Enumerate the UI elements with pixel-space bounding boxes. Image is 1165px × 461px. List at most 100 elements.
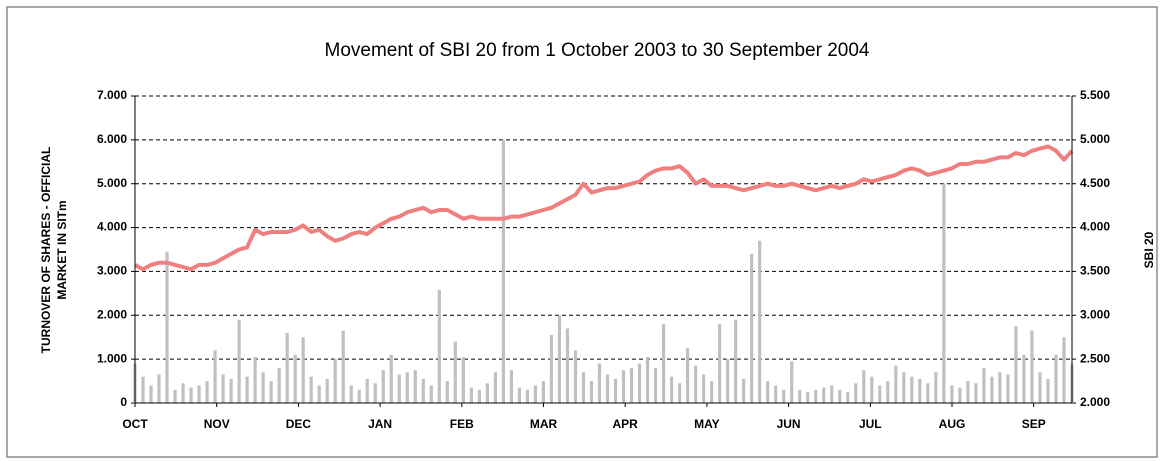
bar xyxy=(453,341,457,403)
bar xyxy=(637,363,642,403)
bar xyxy=(461,356,465,403)
bar xyxy=(253,356,257,403)
bar xyxy=(702,374,706,403)
bar xyxy=(357,389,361,403)
x-tick-label: JUL xyxy=(859,417,882,431)
bar xyxy=(998,372,1002,403)
bar xyxy=(533,385,538,403)
bar xyxy=(774,385,778,403)
x-tick-label: MAR xyxy=(530,417,558,431)
bar xyxy=(173,389,177,403)
bar xyxy=(950,385,954,403)
bar xyxy=(341,330,345,403)
bar xyxy=(205,381,209,403)
bar xyxy=(493,372,497,403)
bar xyxy=(806,392,810,403)
bar xyxy=(669,376,674,403)
x-tick-label: JUN xyxy=(777,417,801,431)
bar xyxy=(517,387,522,403)
bar xyxy=(742,378,746,403)
bar xyxy=(910,376,914,403)
bar xyxy=(870,376,874,403)
bar xyxy=(485,383,489,403)
bar xyxy=(613,378,618,403)
y2-tick-label: 2.500 xyxy=(1080,351,1110,365)
y2-tick-label: 2.000 xyxy=(1080,395,1110,409)
bar xyxy=(381,370,385,403)
bar xyxy=(309,376,313,403)
bar xyxy=(149,385,153,403)
bar xyxy=(710,381,714,403)
bar xyxy=(693,365,698,403)
bar xyxy=(1046,378,1050,403)
bar xyxy=(718,324,722,403)
bar xyxy=(445,381,449,403)
bar xyxy=(349,385,353,403)
bar xyxy=(277,367,281,403)
bar xyxy=(934,372,938,403)
bar xyxy=(846,392,850,403)
bar xyxy=(750,253,754,403)
bar xyxy=(1054,354,1058,403)
x-tick-label: APR xyxy=(613,417,639,431)
bar xyxy=(798,389,802,403)
y2-tick-label: 4.500 xyxy=(1080,176,1110,190)
bar xyxy=(982,367,986,403)
x-tick-label: JAN xyxy=(368,417,392,431)
bar xyxy=(653,367,658,403)
bar xyxy=(557,315,562,403)
bar xyxy=(293,354,297,403)
bar xyxy=(862,370,866,403)
bar xyxy=(469,387,473,403)
y-axis-label: TURNOVER OF SHARES - OFFICIAL xyxy=(39,147,53,354)
bar xyxy=(245,376,249,403)
bar xyxy=(645,356,650,403)
bar xyxy=(573,350,578,403)
bar xyxy=(141,376,145,403)
bar xyxy=(822,387,826,403)
bar xyxy=(886,381,890,403)
bar xyxy=(189,387,193,403)
chart-title: Movement of SBI 20 from 1 October 2003 t… xyxy=(325,40,870,61)
y-tick-label: 1.000 xyxy=(97,351,127,365)
bar xyxy=(1038,372,1042,403)
y2-tick-label: 3.000 xyxy=(1080,307,1110,321)
bar xyxy=(629,367,634,403)
bar xyxy=(758,240,762,403)
bar xyxy=(1014,326,1018,403)
bar xyxy=(958,387,962,403)
bar xyxy=(405,372,409,403)
y-axis-label: MARKET IN SITm xyxy=(55,200,69,299)
x-tick-label: OCT xyxy=(122,417,148,431)
bar xyxy=(726,359,730,403)
bar xyxy=(782,389,786,403)
bar xyxy=(685,348,690,403)
bar xyxy=(429,385,433,403)
bar xyxy=(181,383,185,403)
bar xyxy=(373,383,377,403)
bar xyxy=(830,385,834,403)
bar xyxy=(501,139,505,403)
bar xyxy=(389,354,393,403)
bar xyxy=(285,332,289,403)
bar xyxy=(1022,354,1026,403)
bar xyxy=(477,389,481,403)
bar xyxy=(990,376,994,403)
y2-tick-label: 5.000 xyxy=(1080,132,1110,146)
bar xyxy=(333,359,337,403)
bar xyxy=(421,378,425,403)
x-tick-label: AUG xyxy=(939,417,966,431)
bar xyxy=(565,328,570,403)
bar xyxy=(838,389,842,403)
y-tick-label: 2.000 xyxy=(97,307,127,321)
bar xyxy=(269,381,273,403)
x-tick-label: FEB xyxy=(450,417,474,431)
x-tick-label: SEP xyxy=(1022,417,1046,431)
bar xyxy=(437,289,441,403)
bar xyxy=(766,381,770,403)
bar xyxy=(621,370,626,403)
x-tick-label: DEC xyxy=(286,417,312,431)
bar xyxy=(790,361,794,403)
bar xyxy=(365,378,369,403)
